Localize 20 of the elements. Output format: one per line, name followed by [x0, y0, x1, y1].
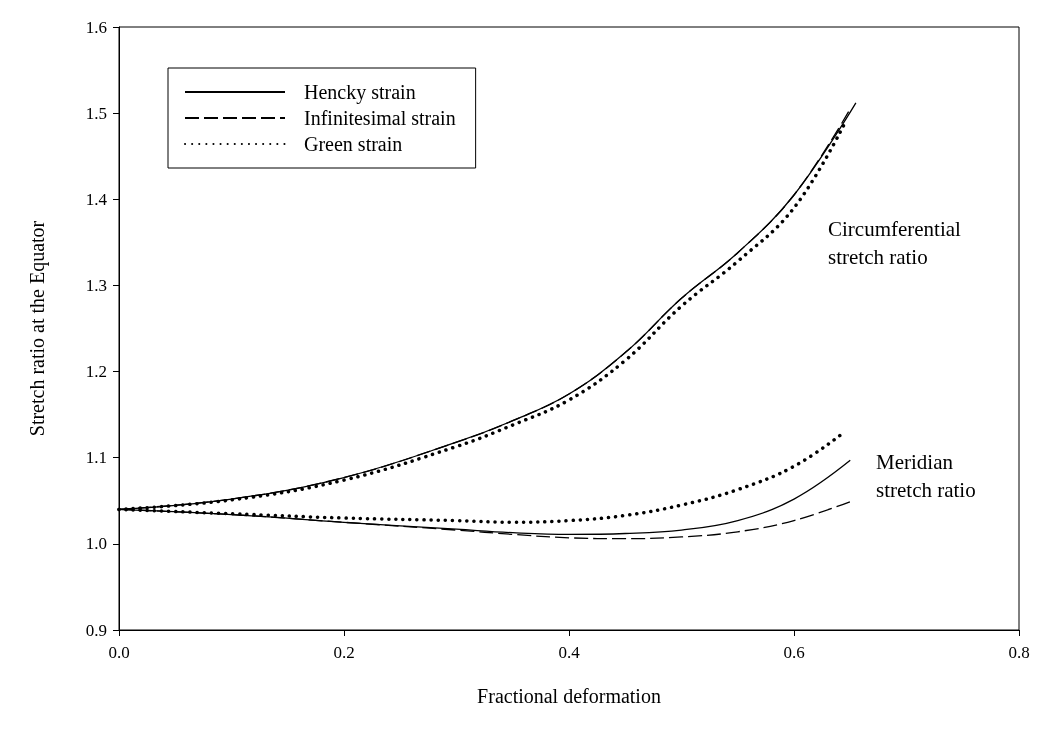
x-tick-label: 0.6 — [783, 643, 805, 662]
annotation: Meridian stretch ratio — [876, 450, 976, 502]
y-tick-label: 1.6 — [85, 17, 107, 37]
x-tick-label: 0.0 — [108, 643, 130, 662]
y-tick-label: 0.9 — [85, 620, 107, 640]
y-tick-label: 1.4 — [85, 189, 108, 209]
x-tick-label: 0.8 — [1008, 643, 1030, 662]
legend-label: Hencky strain — [304, 81, 416, 104]
y-tick-label: 1.1 — [85, 448, 107, 468]
y-tick-label: 1.5 — [85, 103, 107, 123]
x-axis-title: Fractional deformation — [477, 685, 661, 707]
annotation: Circumferential stretch ratio — [828, 217, 962, 269]
x-tick-label: 0.4 — [558, 643, 581, 662]
y-tick-label: 1.0 — [85, 534, 107, 554]
legend-label: Green strain — [304, 133, 403, 155]
x-tick-label: 0.2 — [333, 643, 355, 662]
y-axis-title: Stretch ratio at the Equator — [26, 220, 49, 437]
y-tick-label: 1.3 — [85, 275, 107, 295]
legend-label: Infinitesimal strain — [304, 107, 456, 129]
y-tick-label: 1.2 — [85, 362, 107, 382]
